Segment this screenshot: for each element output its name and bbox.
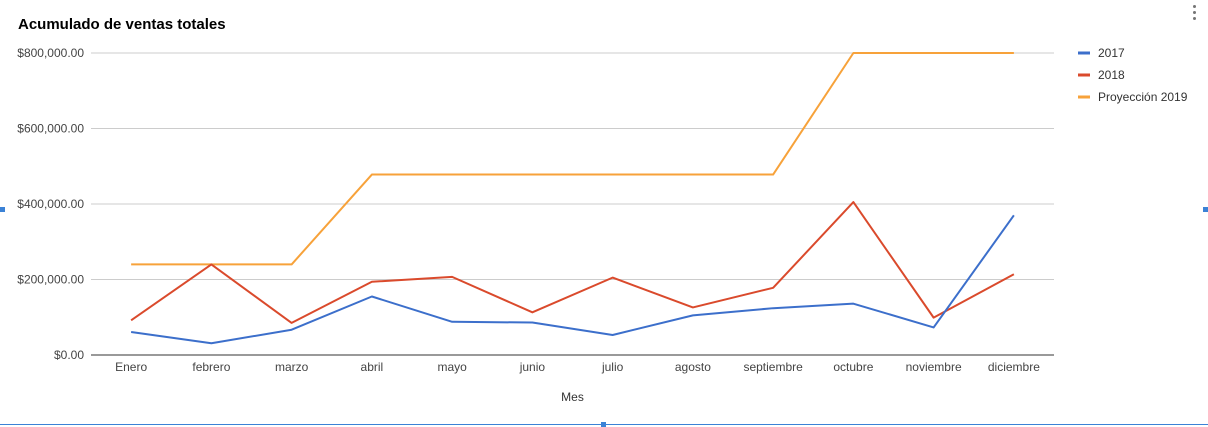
- x-tick-label: febrero: [192, 360, 230, 374]
- x-tick-label: noviembre: [906, 360, 962, 374]
- y-axis-ticks: $0.00 $200,000.00 $400,000.00 $600,000.00 $8…: [17, 46, 84, 362]
- resize-handle-right[interactable]: [1203, 207, 1208, 212]
- x-tick-label: diciembre: [988, 360, 1040, 374]
- legend: 2017 2018 Proyección 2019: [1078, 46, 1188, 104]
- x-tick-label: abril: [361, 360, 384, 374]
- series-lines: [130, 52, 1015, 345]
- series-line-2018: [130, 201, 1015, 324]
- legend-label: 2017: [1098, 46, 1125, 60]
- y-tick-label: $200,000.00: [17, 273, 84, 287]
- x-axis-label: Mes: [561, 390, 584, 404]
- grid-lines: [91, 52, 1054, 356]
- x-tick-label: julio: [601, 360, 624, 374]
- more-vert-icon[interactable]: [1189, 4, 1199, 22]
- series-line-2017: [130, 214, 1015, 345]
- y-tick-label: $0.00: [54, 348, 84, 362]
- x-tick-label: Enero: [115, 360, 147, 374]
- x-tick-label: agosto: [675, 360, 711, 374]
- y-tick-label: $600,000.00: [17, 122, 84, 136]
- resize-handle-left[interactable]: [0, 207, 5, 212]
- y-tick-label: $400,000.00: [17, 197, 84, 211]
- legend-label: Proyección 2019: [1098, 90, 1188, 104]
- resize-handle-bottom[interactable]: [601, 422, 606, 427]
- x-tick-label: junio: [519, 360, 546, 374]
- x-tick-label: marzo: [275, 360, 309, 374]
- series-line-proyección-2019: [131, 52, 1014, 266]
- y-tick-label: $800,000.00: [17, 46, 84, 60]
- chart-title: Acumulado de ventas totales: [18, 16, 226, 33]
- x-tick-label: mayo: [437, 360, 467, 374]
- x-axis-ticks: Enero febrero marzo abril mayo junio julio agos…: [115, 360, 1040, 374]
- x-tick-label: octubre: [833, 360, 873, 374]
- x-tick-label: septiembre: [743, 360, 803, 374]
- legend-label: 2018: [1098, 68, 1125, 82]
